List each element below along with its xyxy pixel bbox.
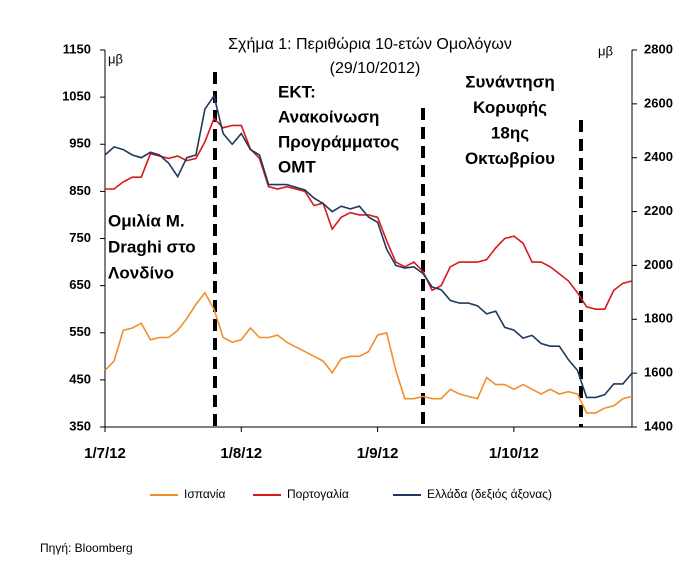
y2-tick-label: 2000	[644, 257, 673, 272]
chart-subtitle: (29/10/2012)	[330, 60, 421, 77]
annotation: Κορυφής	[473, 98, 547, 117]
annotation: 18ης	[491, 123, 529, 142]
y-axis-label: μβ	[108, 51, 123, 66]
y-tick-label: 350	[69, 418, 91, 433]
y2-axis-label: μβ	[598, 43, 613, 58]
series-line	[104, 93, 633, 399]
y-tick-label: 650	[69, 277, 91, 292]
chart-title: Σχήμα 1: Περιθώρια 10-ετών Ομολόγων	[228, 36, 512, 53]
legend-label: Πορτογαλία	[287, 487, 349, 501]
annotation: Συνάντηση	[465, 72, 554, 91]
annotation: ΟΜΤ	[278, 157, 316, 176]
annotation: Οκτωβρίου	[465, 149, 555, 168]
legend-label: Ισπανία	[184, 487, 225, 501]
x-tick-label: 1/7/12	[84, 445, 126, 462]
y-tick-label: 1150	[63, 41, 91, 56]
y-tick-label: 950	[69, 136, 91, 151]
x-tick-label: 1/9/12	[357, 445, 399, 462]
y2-tick-label: 2200	[644, 203, 673, 218]
y-tick-label: 450	[69, 371, 91, 386]
annotation: Λονδίνο	[108, 263, 174, 282]
series-line	[105, 116, 633, 310]
legend-label: Ελλάδα (δεξιός άξονας)	[427, 487, 552, 501]
annotation: ΕΚΤ:	[278, 82, 316, 101]
annotation: Draghi στο	[108, 237, 196, 256]
annotation: Προγράμματος	[278, 132, 399, 151]
y2-tick-label: 2800	[644, 41, 673, 56]
x-tick-label: 1/8/12	[220, 445, 262, 462]
y-tick-label: 1050	[62, 89, 91, 104]
series-line	[104, 291, 633, 414]
y-tick-label: 550	[69, 324, 91, 339]
y2-tick-label: 1800	[644, 311, 673, 326]
y2-tick-label: 1600	[644, 365, 673, 380]
annotation: Ομιλία Μ.	[108, 211, 185, 230]
y2-tick-label: 2600	[644, 95, 673, 110]
y-tick-label: 750	[69, 230, 91, 245]
y-tick-label: 850	[69, 183, 91, 198]
x-tick-label: 1/10/12	[489, 445, 539, 462]
source: Πηγή: Bloomberg	[40, 541, 133, 555]
annotation: Ανακοίνωση	[278, 107, 379, 126]
y2-tick-label: 1400	[644, 418, 673, 433]
y2-tick-label: 2400	[644, 149, 673, 164]
